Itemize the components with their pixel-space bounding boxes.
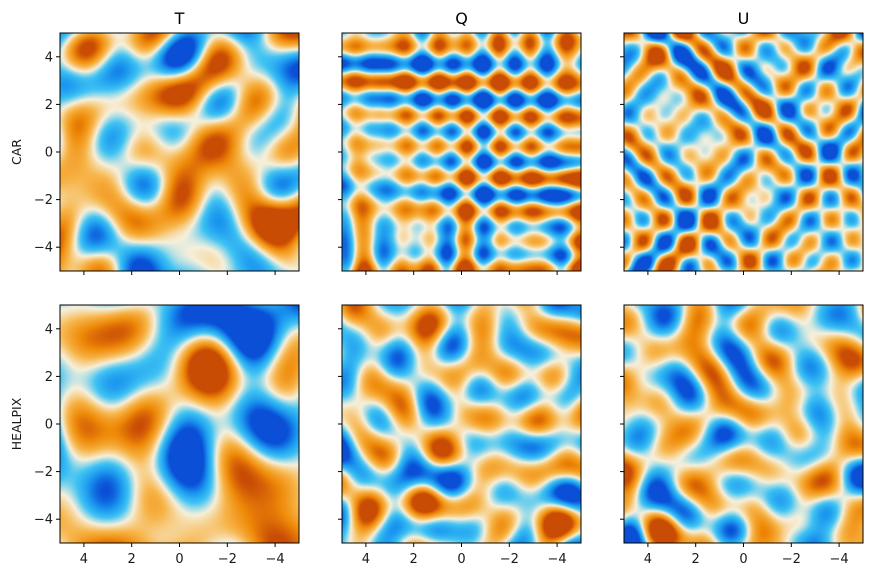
panel-healpix-u: 4 2 0 −2 −4 [620, 304, 864, 567]
y-tick-label: −2 [34, 193, 53, 208]
x-tick-label: 4 [80, 552, 88, 567]
y-tick-label: 4 [45, 322, 53, 337]
x-tick-label: −4 [266, 552, 285, 567]
x-tick-label: 4 [362, 552, 370, 567]
panel-title: T [174, 9, 185, 28]
y-tick-label: 2 [45, 370, 53, 385]
x-tick-label: 0 [457, 552, 465, 567]
x-tick-label: −4 [548, 552, 567, 567]
x-tick-label: −2 [218, 552, 237, 567]
x-tick-label: −2 [500, 552, 519, 567]
y-tick-label: 4 [45, 50, 53, 65]
y-tick-label: 0 [45, 146, 53, 161]
x-tick-label: −2 [782, 552, 801, 567]
heatmap-image [624, 305, 863, 543]
y-tick-label: 0 [45, 418, 53, 433]
panel-title: U [738, 9, 750, 28]
y-tick-label: −4 [34, 241, 53, 256]
heatmap-image [60, 305, 299, 543]
x-tick-label: 0 [739, 552, 747, 567]
x-tick-label: 2 [410, 552, 418, 567]
heatmap-image [60, 33, 299, 271]
x-tick-label: 0 [175, 552, 183, 567]
panel-healpix-t: 4 2 0 −2 −4 4 2 0 −2 −4 HEALPIX [9, 304, 300, 567]
y-tick-label: −2 [34, 465, 53, 480]
x-tick-label: 2 [692, 552, 700, 567]
y-tick-label: 2 [45, 98, 53, 113]
x-tick-label: 2 [128, 552, 136, 567]
panel-healpix-q: 4 2 0 −2 −4 [338, 304, 582, 567]
heatmap-image [342, 305, 581, 543]
panel-title: Q [455, 9, 468, 28]
y-tick-label: −4 [34, 513, 53, 528]
panel-car-t: 4 2 0 −2 −4 T CAR [9, 9, 300, 275]
x-tick-label: −4 [830, 552, 849, 567]
panel-car-u: U [620, 9, 864, 275]
heatmap-image [342, 33, 581, 271]
x-tick-label: 4 [644, 552, 652, 567]
row-label: CAR [9, 139, 24, 165]
heatmap-image [624, 33, 863, 271]
panel-car-q: Q [338, 9, 582, 275]
row-label: HEALPIX [9, 397, 24, 450]
